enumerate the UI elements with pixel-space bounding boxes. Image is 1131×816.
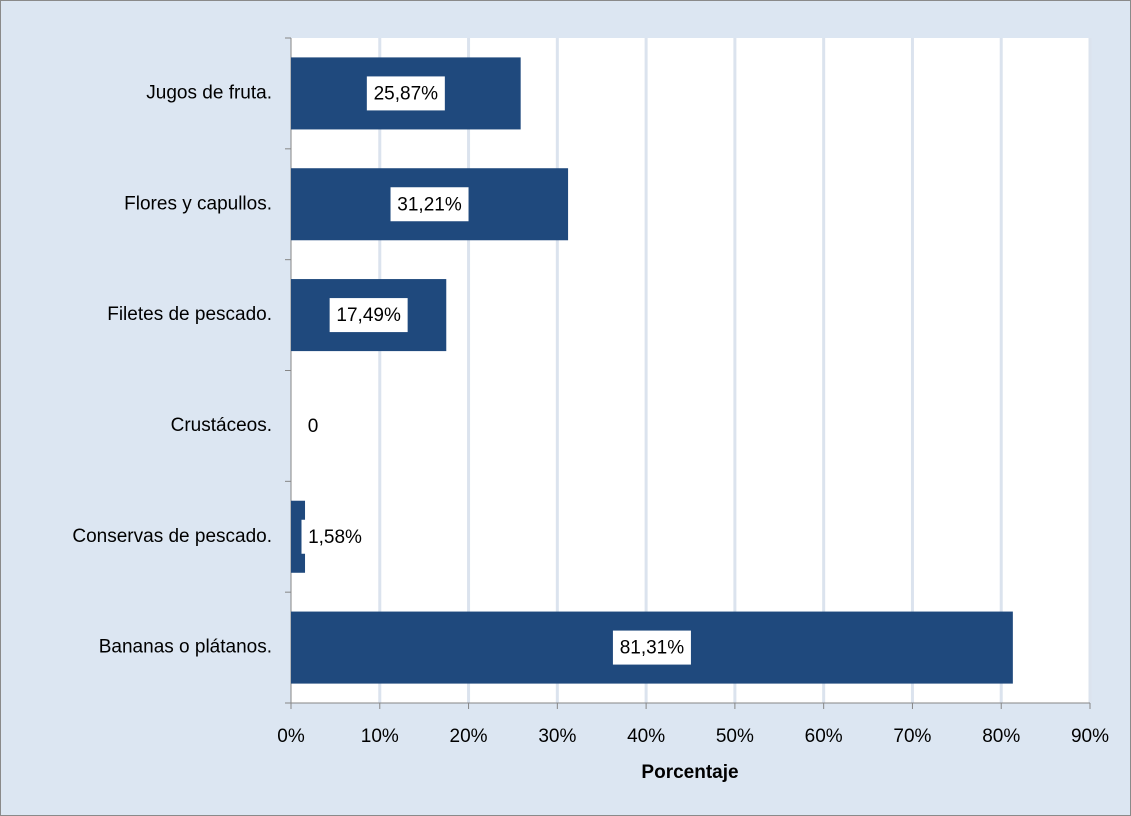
data-label-box — [366, 76, 445, 111]
data-label: 1,58% — [308, 527, 362, 548]
data-label-box — [301, 519, 369, 554]
y-tick-label: Conservas de pescado. — [72, 526, 272, 547]
x-tick-label: 20% — [450, 726, 488, 747]
y-tick-label: Filetes de pescado. — [107, 304, 272, 325]
data-label: 31,21% — [397, 194, 462, 215]
data-label-box — [612, 630, 691, 665]
x-tick-label: 90% — [1071, 726, 1109, 747]
x-tick-label: 60% — [805, 726, 843, 747]
x-tick-label: 70% — [893, 726, 931, 747]
x-tick-label: 40% — [627, 726, 665, 747]
data-label: 17,49% — [336, 305, 401, 326]
x-axis-title: Porcentaje — [641, 762, 738, 783]
data-label-box — [390, 187, 469, 222]
data-label-box — [329, 298, 408, 333]
x-tick-label: 50% — [716, 726, 754, 747]
x-tick-label: 10% — [361, 726, 399, 747]
x-tick-label: 30% — [538, 726, 576, 747]
y-tick-label: Bananas o plátanos. — [99, 637, 272, 658]
x-tick-label: 80% — [982, 726, 1020, 747]
data-label: 25,87% — [374, 83, 439, 104]
y-tick-label: Jugos de fruta. — [146, 82, 272, 103]
data-label: 81,31% — [620, 638, 685, 659]
bar — [291, 500, 306, 573]
x-tick-label: 0% — [277, 726, 305, 747]
y-tick-label: Crustáceos. — [171, 415, 272, 436]
y-tick-label: Flores y capullos. — [124, 193, 272, 214]
plot-area — [291, 38, 1090, 703]
data-label: 0 — [308, 416, 319, 437]
